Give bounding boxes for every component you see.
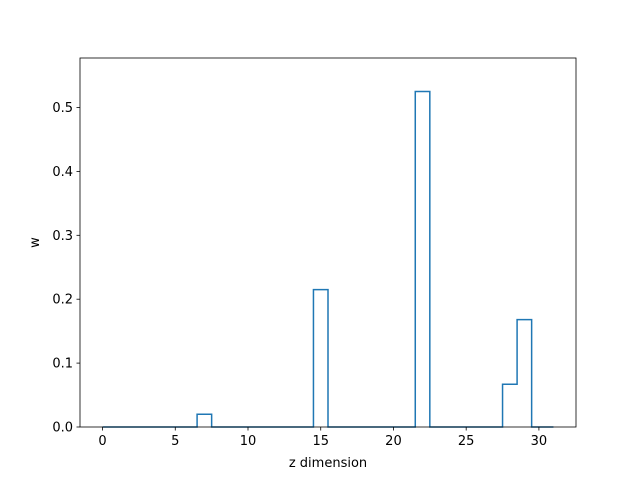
y-axis: 0.0 0.1 0.2 0.3 0.4 0.5 (52, 101, 80, 436)
x-tick-label: 25 (458, 434, 475, 449)
x-tick-label: 15 (312, 434, 329, 449)
y-tick-label: 0.1 (52, 357, 73, 372)
y-tick-label: 0.2 (52, 293, 73, 308)
y-tick-label: 0.5 (52, 101, 73, 116)
axes-frame (79, 57, 577, 428)
y-axis-label: w (28, 237, 43, 248)
x-axis-label: z dimension (289, 456, 367, 471)
x-tick-label: 5 (171, 434, 179, 449)
y-tick-label: 0.0 (52, 421, 73, 436)
x-tick-label: 10 (240, 434, 257, 449)
y-tick-label: 0.4 (52, 165, 73, 180)
x-tick-label: 30 (531, 434, 548, 449)
x-tick-label: 20 (385, 434, 402, 449)
y-tick-label: 0.3 (52, 229, 73, 244)
x-axis: 0 5 10 15 20 25 30 (98, 427, 547, 449)
x-tick-label: 0 (98, 434, 106, 449)
